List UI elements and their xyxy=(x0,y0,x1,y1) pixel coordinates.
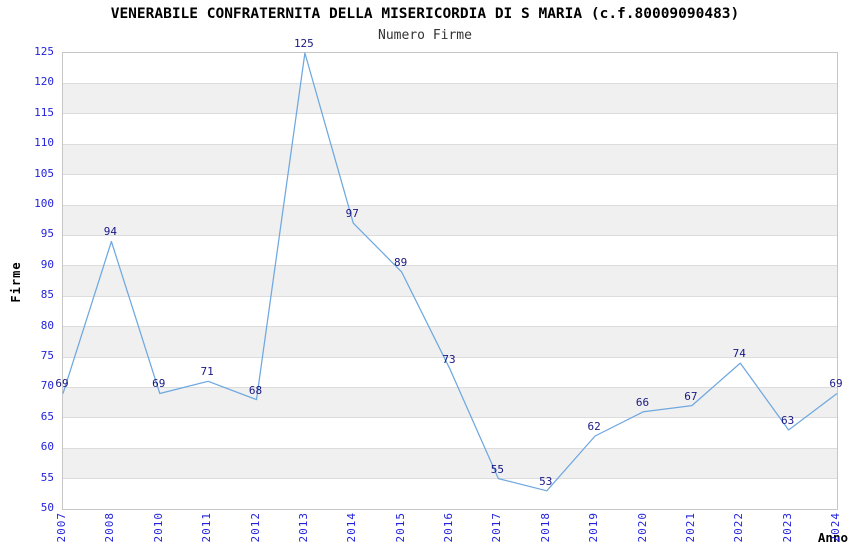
x-tick-label: 2011 xyxy=(200,512,214,543)
point-label: 71 xyxy=(200,365,214,379)
x-tick-label: 2024 xyxy=(829,512,842,543)
x-tick-label: 2015 xyxy=(393,512,407,543)
y-tick-label: 95 xyxy=(40,227,54,241)
point-label: 125 xyxy=(293,37,314,50)
background-band xyxy=(63,83,837,114)
background-band xyxy=(63,448,837,479)
y-tick-label: 85 xyxy=(40,288,54,302)
grid-line xyxy=(63,174,837,176)
y-tick-label: 80 xyxy=(40,318,54,332)
y-tick-label: 75 xyxy=(40,349,54,362)
x-tick-label: 2013 xyxy=(296,512,310,543)
grid-line xyxy=(63,478,837,480)
background-band xyxy=(63,265,837,297)
background-band xyxy=(63,478,837,509)
point-label: 63 xyxy=(781,413,795,427)
x-tick-label: 2021 xyxy=(683,512,697,543)
x-tick-label: 2014 xyxy=(345,512,359,543)
y-tick-label: 50 xyxy=(40,501,54,514)
y-tick-label: 100 xyxy=(34,197,54,210)
x-tick-label: 2022 xyxy=(732,512,746,543)
y-tick-label: 70 xyxy=(40,379,54,393)
series-layer xyxy=(62,52,838,492)
x-tick-label: 2019 xyxy=(587,512,601,543)
y-tick-label: 55 xyxy=(40,470,54,484)
point-label: 69 xyxy=(829,377,843,391)
series-line xyxy=(62,52,838,492)
y-tick-label: 125 xyxy=(34,45,54,58)
y-tick-label: 60 xyxy=(40,440,54,454)
background-band xyxy=(63,357,837,388)
background-band xyxy=(63,387,837,418)
grid-line xyxy=(63,204,837,206)
background-band xyxy=(63,205,837,236)
y-tick-label: 120 xyxy=(34,75,54,89)
point-label: 53 xyxy=(539,474,553,488)
point-label: 62 xyxy=(587,420,601,434)
chart-title: VENERABILE CONFRATERNITA DELLA MISERICOR… xyxy=(110,6,740,22)
x-tick-label: 2008 xyxy=(103,512,117,543)
grid-line xyxy=(63,386,837,388)
x-tick-label: 2016 xyxy=(442,512,455,543)
background-band xyxy=(63,235,837,266)
x-tick-label: 2007 xyxy=(55,512,68,543)
y-tick-label: 65 xyxy=(40,409,54,423)
y-tick-label: 115 xyxy=(34,105,54,119)
background-band xyxy=(63,296,837,327)
grid-line xyxy=(63,82,837,84)
point-label: 69 xyxy=(55,377,69,391)
point-label: 69 xyxy=(152,377,166,391)
grid-line xyxy=(63,295,837,297)
y-tick-label: 90 xyxy=(40,257,54,271)
y-tick-label: 105 xyxy=(34,166,54,180)
x-axis-label: Anno xyxy=(817,530,848,545)
grid-line xyxy=(63,417,837,419)
background-band xyxy=(63,53,837,84)
x-tick-label: 2010 xyxy=(151,512,165,543)
point-label: 55 xyxy=(490,462,504,476)
point-label: 67 xyxy=(684,389,698,403)
grid-line xyxy=(63,234,837,236)
point-label: 68 xyxy=(248,383,263,397)
background-band xyxy=(63,174,837,205)
x-tick-label: 2018 xyxy=(538,512,552,543)
plot-area xyxy=(62,52,838,510)
x-tick-label: 2012 xyxy=(248,512,262,543)
background-band xyxy=(63,417,837,449)
chart-subtitle: Numero Firme xyxy=(378,28,472,43)
background-band xyxy=(63,144,837,175)
background-band xyxy=(63,326,837,357)
x-tick-label: 2023 xyxy=(780,512,794,543)
grid-line xyxy=(63,447,837,449)
x-tick-label: 2017 xyxy=(490,512,504,543)
point-label: 73 xyxy=(442,353,456,367)
background-band xyxy=(63,113,837,145)
point-label: 74 xyxy=(732,347,746,361)
y-tick-label: 110 xyxy=(34,136,54,150)
grid-line xyxy=(63,143,837,145)
grid-line xyxy=(63,113,837,115)
grid-line xyxy=(63,356,837,358)
point-label: 97 xyxy=(345,207,359,221)
point-label: 66 xyxy=(635,395,650,409)
point-label: 94 xyxy=(103,225,117,239)
point-label: 89 xyxy=(394,255,408,269)
grid-line xyxy=(63,326,837,328)
grid-line xyxy=(63,265,837,267)
x-tick-label: 2020 xyxy=(635,512,649,543)
